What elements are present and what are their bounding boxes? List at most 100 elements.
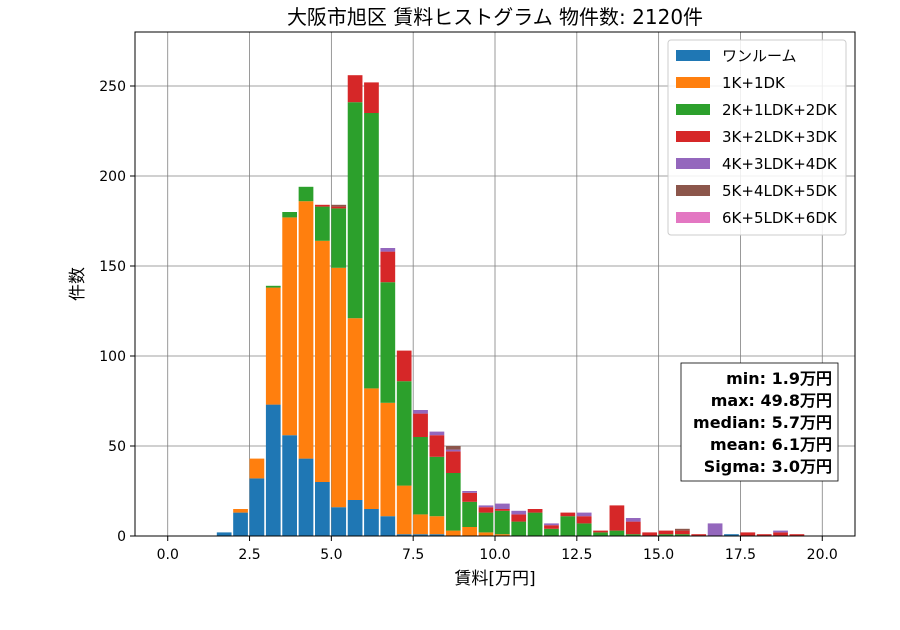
bar-segment [331,208,347,268]
bar-segment [364,82,379,113]
legend-label: 6K+5LDK+6DK [722,209,838,227]
stats-line: median: 5.7万円 [693,413,832,432]
bar-segment [413,514,428,535]
legend: ワンルーム 1K+1DK 2K+1LDK+2DK 3K+2LDK+3DK 4K+3LDK… [667,39,847,236]
bar-segment [593,530,608,533]
bar-segment [315,206,330,241]
legend-swatch [676,185,710,196]
bar-segment [445,446,461,450]
bar-segment [233,509,248,513]
bar-segment [495,503,510,509]
bar-segment [462,501,477,527]
y-axis-title: 件数 [68,267,88,301]
bar-segment [707,523,723,536]
bar-segment [413,413,428,437]
bar-segment [249,478,265,536]
bar-segment [216,532,232,536]
bar-segment [462,492,477,502]
bar-segment [445,451,461,473]
bar-segment [331,267,347,508]
bar-segment [495,534,510,536]
bar-segment [282,435,297,536]
legend-swatch [676,158,710,169]
bar-segment [691,534,707,536]
bar-segment [625,521,641,535]
bar-segment [445,449,461,452]
bar-segment [789,534,805,536]
x-tick-label: 7.5 [402,547,424,563]
bar-segment [445,530,461,536]
bar-segment [625,534,641,536]
bar-segment [265,285,281,288]
x-tick-label: 10.0 [479,547,510,563]
bar-segment [658,530,674,535]
bar-segment [380,248,396,252]
y-tick-label: 50 [108,439,126,455]
stats-box: min: 1.9万円 max: 49.8万円 median: 5.7万円 mean: … [680,362,839,482]
bar-segment [445,473,461,531]
bar-segment [347,500,363,536]
bar-segment [396,350,412,382]
legend-label: ワンルーム [722,47,797,65]
bar-segment [609,530,625,536]
x-axis-ticks: 0.0 2.5 5.0 7.5 10.0 12.5 15.0 17.5 20.0 [157,536,838,563]
bar-segment [249,458,265,479]
x-tick-label: 15.0 [643,547,674,563]
bar-segment [380,282,396,403]
bar-segment [380,516,396,536]
bar-segment [773,532,788,536]
bar-segment [429,516,445,535]
legend-label: 1K+1DK [722,74,786,92]
x-tick-label: 12.5 [561,547,592,563]
bar-segment [593,532,608,536]
bar-segment [609,505,625,531]
legend-swatch [676,50,710,61]
bar-segment [544,523,559,526]
legend-swatch [676,212,710,223]
x-tick-label: 5.0 [320,547,342,563]
bar-segment [773,530,788,533]
x-tick-label: 0.0 [157,547,179,563]
y-tick-label: 200 [99,169,126,185]
stats-frame [680,362,839,482]
y-tick-label: 250 [99,79,126,95]
bar-segment [380,251,396,283]
bar-segment [576,516,592,524]
y-axis-ticks: 0 50 100 150 200 250 [99,79,135,545]
bar-segment [625,518,641,522]
legend-frame [667,39,847,236]
bar-segment [511,514,527,522]
legend-swatch [676,104,710,115]
bar-segment [478,512,494,533]
bar-segment [413,437,428,515]
bar-segment [331,204,347,207]
bar-segment [576,523,592,536]
legend-swatch [676,77,710,88]
bar-segment [380,402,396,517]
bar-segment [364,388,379,509]
bar-segment [675,534,690,536]
stats-line: Sigma: 3.0万円 [704,457,832,476]
legend-label: 5K+4LDK+5DK [722,182,838,200]
bar-segment [429,534,445,536]
bar-segment [675,528,690,531]
y-tick-label: 100 [99,349,126,365]
bar-segment [315,482,330,536]
bar-segment [347,102,363,319]
bar-segment [265,287,281,405]
y-tick-label: 150 [99,259,126,275]
chart-title: 大阪市旭区 賃料ヒストグラム 物件数: 2120件 [287,5,703,29]
bar-segment [478,532,494,536]
bar-segment [527,509,543,513]
bar-segment [478,507,494,513]
bar-segment [462,491,477,493]
bar-segment [675,530,690,535]
bar-segment [511,521,527,536]
bar-segment [265,404,281,536]
legend-label: 4K+3LDK+4DK [722,155,838,173]
bar-segment [233,512,248,536]
bar-segment [413,534,428,536]
bar-segment [347,75,363,103]
bar-segment [544,528,559,536]
